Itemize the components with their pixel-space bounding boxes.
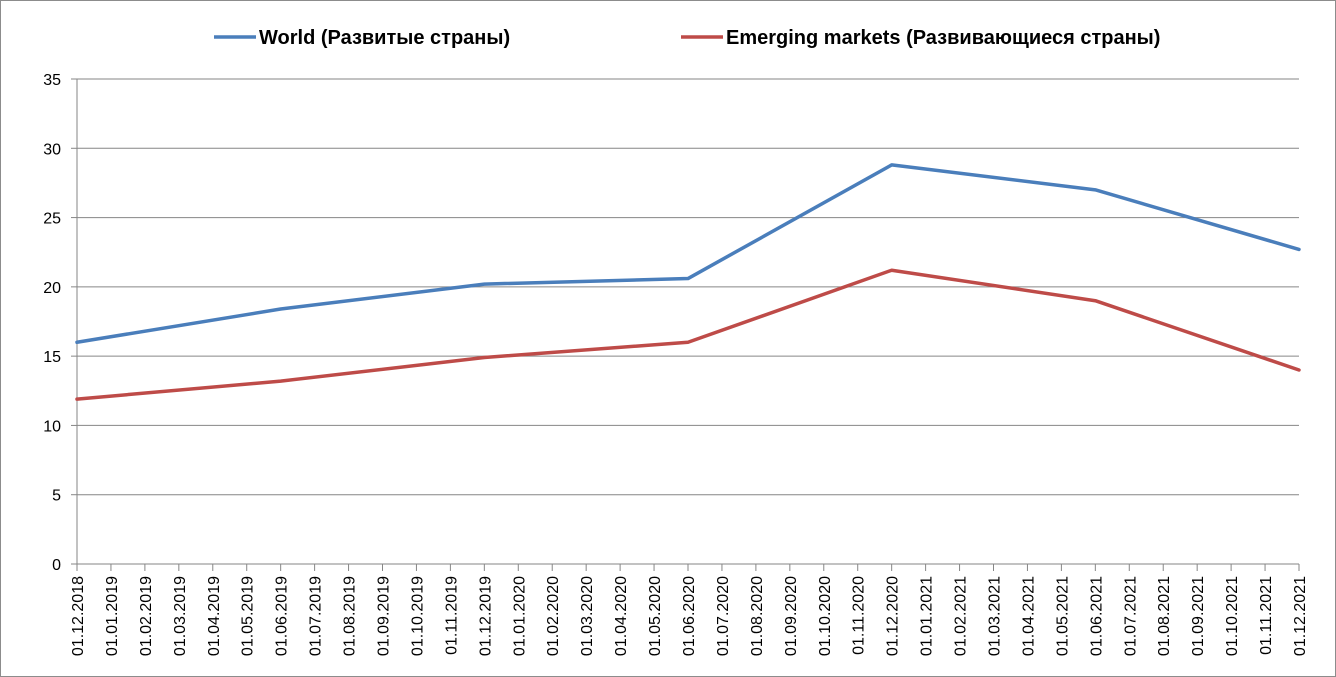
axes [71,78,1300,571]
y-tick-label: 15 [43,349,61,366]
x-tick-label: 01.01.2020 [511,576,528,656]
y-axis-tick-labels: 0 5 10 15 20 25 30 35 [43,72,61,574]
x-tick-label: 01.11.2020 [851,576,868,655]
x-tick-label: 01.12.2021 [1292,576,1309,656]
legend-label-1: World (Развитые страны) [259,27,510,49]
y-tick-label: 35 [43,72,61,89]
x-tick-label: 01.12.2020 [885,576,902,656]
x-tick-label: 01.12.2018 [70,576,87,656]
x-tick-label: 01.09.2020 [783,576,800,656]
x-tick-label: 01.06.2020 [681,576,698,656]
x-tick-label: 01.07.2020 [715,576,732,656]
x-tick-label: 01.10.2020 [817,576,834,656]
y-tick-label: 20 [43,280,61,297]
legend: World (Развитые страны) Emerging markets … [214,27,1160,49]
x-tick-label: 01.07.2019 [308,576,325,656]
x-tick-label: 01.11.2021 [1258,576,1275,655]
x-tick-label: 01.04.2021 [1020,576,1037,656]
x-tick-label: 01.09.2021 [1190,576,1207,656]
x-tick-label: 01.08.2019 [342,576,359,656]
x-tick-label: 01.06.2019 [274,576,291,656]
series-line-1 [75,163,1301,345]
x-tick-label: 01.02.2020 [545,576,562,656]
y-tick-label: 30 [43,141,61,158]
x-tick-label: 01.12.2019 [477,576,494,656]
x-tick-label: 01.01.2019 [104,576,121,656]
x-tick-label: 01.11.2019 [443,576,460,655]
x-tick-label: 01.02.2021 [953,576,970,656]
x-tick-label: 01.05.2020 [647,576,664,656]
series-lines [75,163,1301,401]
x-tick-label: 01.07.2021 [1122,576,1139,656]
x-tick-label: 01.05.2019 [240,576,257,656]
x-axis-tick-labels: 01.12.2018 01.01.2019 01.02.2019 01.03.2019… [70,576,1309,656]
x-tick-label: 01.03.2020 [579,576,596,656]
x-tick-label: 01.08.2021 [1156,576,1173,656]
x-tick-label: 01.05.2021 [1054,576,1071,656]
x-tick-label: 01.09.2019 [376,576,393,656]
y-tick-label: 0 [52,557,61,574]
y-tick-label: 25 [43,211,61,228]
gridlines [77,78,1299,496]
y-tick-label: 10 [43,418,61,435]
x-tick-label: 01.10.2021 [1224,576,1241,656]
legend-label-2: Emerging markets (Развивающиеся страны) [726,27,1160,49]
series-line-2 [75,268,1301,401]
x-tick-label: 01.06.2021 [1088,576,1105,656]
x-tick-label: 01.08.2020 [749,576,766,656]
x-tick-label: 01.01.2021 [919,576,936,656]
x-tick-label: 01.02.2019 [138,576,155,656]
y-tick-label: 5 [52,488,61,505]
x-tick-label: 01.03.2019 [172,576,189,656]
x-tick-label: 01.04.2019 [206,576,223,656]
x-tick-label: 01.04.2020 [613,576,630,656]
x-tick-label: 01.03.2021 [987,576,1004,656]
x-tick-label: 01.10.2019 [409,576,426,656]
